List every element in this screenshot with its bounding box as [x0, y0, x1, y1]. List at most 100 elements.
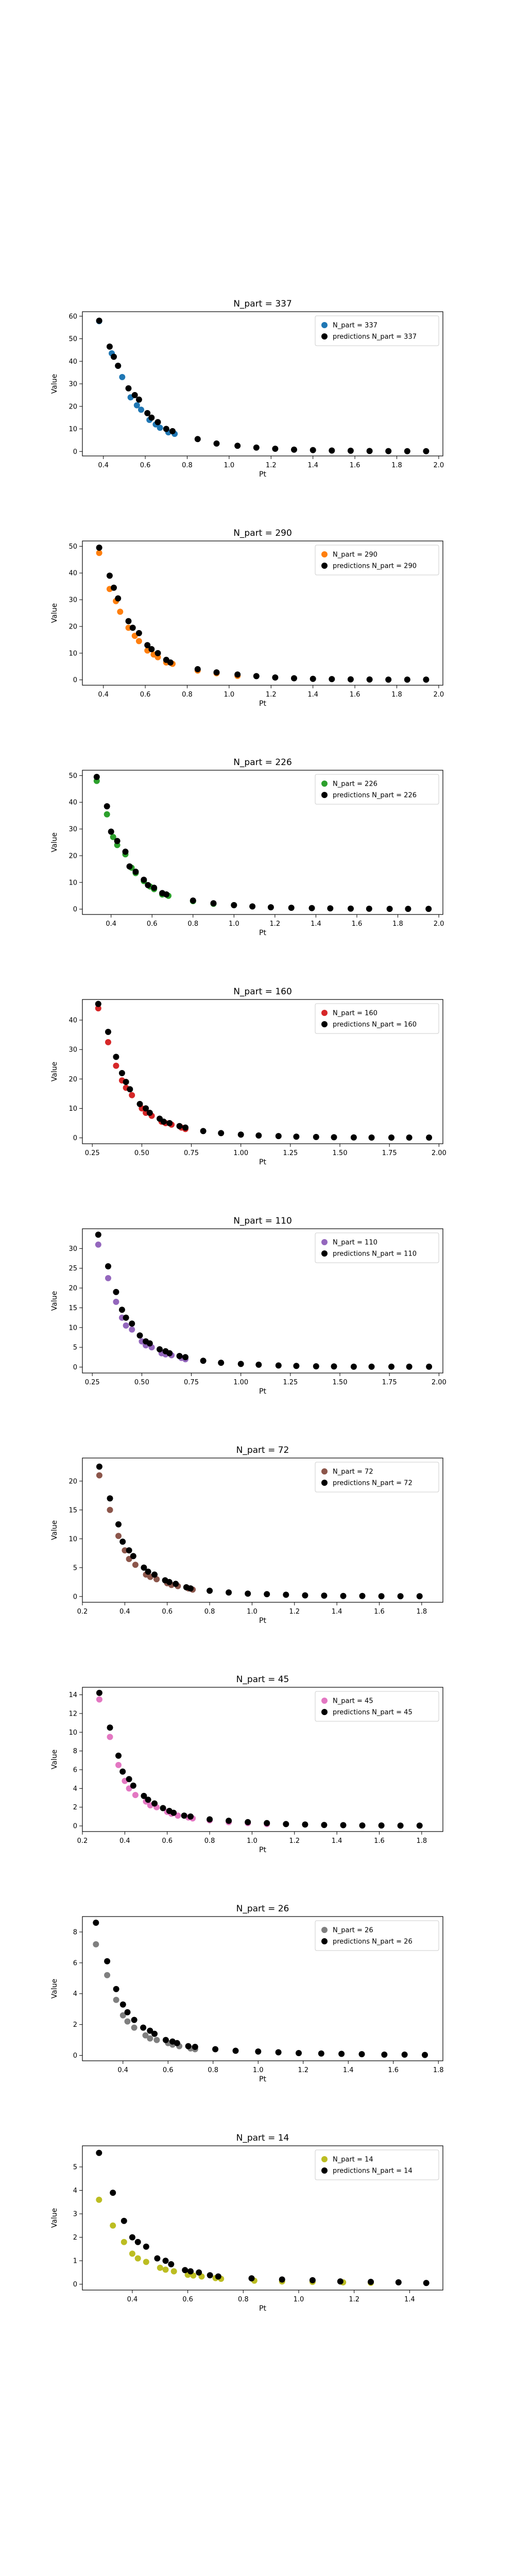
data-point: [166, 1120, 173, 1126]
data-point: [123, 1079, 129, 1085]
data-point: [255, 1361, 262, 1368]
y-tick-label: 8: [73, 1928, 77, 1936]
data-point: [157, 1346, 163, 1352]
data-point: [113, 1289, 119, 1295]
y-tick-label: 0: [73, 2281, 77, 2289]
data-point: [113, 1986, 119, 1992]
data-point: [401, 2052, 408, 2058]
data-point: [200, 1358, 207, 1364]
legend-label: N_part = 45: [333, 1698, 373, 1705]
y-tick-label: 3: [73, 2211, 77, 2218]
data-point: [145, 1568, 151, 1575]
data-point: [114, 838, 121, 844]
x-tick-label: 1.25: [283, 1149, 298, 1157]
data-point: [327, 905, 334, 912]
legend-marker: [321, 1480, 328, 1486]
x-tick-label: 0.4: [117, 2066, 128, 2074]
data-point: [125, 624, 132, 631]
data-point: [115, 1761, 122, 1768]
data-point: [134, 2239, 141, 2245]
data-point: [194, 436, 201, 443]
data-point: [245, 1819, 251, 1825]
data-point: [115, 1533, 122, 1539]
data-point: [124, 2009, 131, 2015]
data-point: [108, 828, 114, 835]
legend: N_part = 72 predictions N_part = 72: [315, 1462, 439, 1493]
data-point: [119, 2012, 126, 2019]
legend-marker: [321, 2156, 328, 2162]
legend: N_part = 26 predictions N_part = 26: [315, 1920, 439, 1951]
data-point: [423, 448, 430, 454]
data-point: [113, 1062, 119, 1069]
data-point: [111, 353, 117, 360]
data-point: [207, 2272, 213, 2279]
y-tick-label: 2: [73, 2234, 77, 2242]
legend-marker: [321, 1250, 328, 1257]
data-point: [182, 2267, 188, 2274]
data-point: [113, 1298, 119, 1305]
data-point: [181, 1812, 187, 1819]
data-point: [145, 1797, 151, 1803]
data-point: [163, 426, 169, 432]
x-tick-label: 1.4: [307, 462, 318, 469]
data-point: [157, 425, 163, 431]
y-tick-label: 15: [68, 1506, 77, 1514]
y-tick-label: 10: [68, 1535, 77, 1543]
data-point: [107, 1495, 113, 1502]
data-point: [96, 1689, 102, 1696]
data-point: [123, 1314, 129, 1321]
plot-area-frame: [82, 1458, 443, 1603]
data-point: [422, 2052, 428, 2058]
data-point: [104, 1972, 111, 1978]
data-point: [264, 1591, 270, 1598]
y-tick-label: 20: [68, 1478, 77, 1485]
data-point: [110, 834, 116, 840]
data-point: [132, 1792, 139, 1799]
chart-panel: N_part = 110 0.25 0.50 0.75 1.00 1.25 1.50 1.75…: [50, 1216, 447, 1396]
data-point: [366, 676, 373, 683]
data-point: [143, 1105, 149, 1112]
legend-marker: [321, 1698, 328, 1704]
data-point: [176, 1353, 183, 1359]
data-point: [404, 448, 410, 454]
data-point: [170, 2268, 177, 2275]
data-point: [309, 2277, 316, 2283]
y-tick-label: 6: [73, 1959, 77, 1967]
x-tick-label: 1.4: [307, 691, 318, 699]
data-point: [129, 1092, 135, 1098]
data-point: [182, 1354, 188, 1361]
plot-area-frame: [82, 1228, 443, 1374]
x-tick-label: 0.2: [77, 1608, 88, 1616]
data-point: [368, 1363, 375, 1370]
x-tick-label: 1.8: [433, 2066, 444, 2074]
legend-marker: [321, 333, 328, 340]
data-point: [272, 446, 279, 452]
legend-label: N_part = 226: [333, 781, 377, 788]
data-point: [138, 406, 144, 413]
data-point: [129, 2234, 135, 2241]
chart-title: N_part = 45: [236, 1674, 289, 1685]
data-point: [237, 1131, 244, 1138]
data-point: [279, 2276, 285, 2283]
data-point: [125, 385, 132, 392]
plot-area-frame: [82, 2145, 443, 2291]
data-point: [142, 2032, 149, 2039]
data-point: [231, 902, 237, 908]
x-tick-label: 1.8: [392, 920, 403, 928]
data-point: [426, 1363, 433, 1370]
legend-label: N_part = 160: [333, 1010, 377, 1018]
y-tick-label: 50: [68, 772, 77, 780]
y-tick-label: 0: [73, 1593, 77, 1601]
data-point: [293, 1363, 300, 1369]
x-tick-label: 1.75: [382, 1379, 397, 1386]
data-point: [253, 673, 260, 680]
legend-label: N_part = 72: [333, 1468, 373, 1476]
data-point: [133, 402, 140, 409]
data-point: [163, 891, 170, 898]
y-tick-label: 0: [73, 1134, 77, 1142]
data-points: [96, 2149, 430, 2286]
x-tick-label: 1.50: [333, 1149, 348, 1157]
data-point: [119, 374, 126, 380]
x-tick-label: 0.8: [238, 2296, 249, 2303]
y-tick-label: 10: [68, 879, 77, 887]
